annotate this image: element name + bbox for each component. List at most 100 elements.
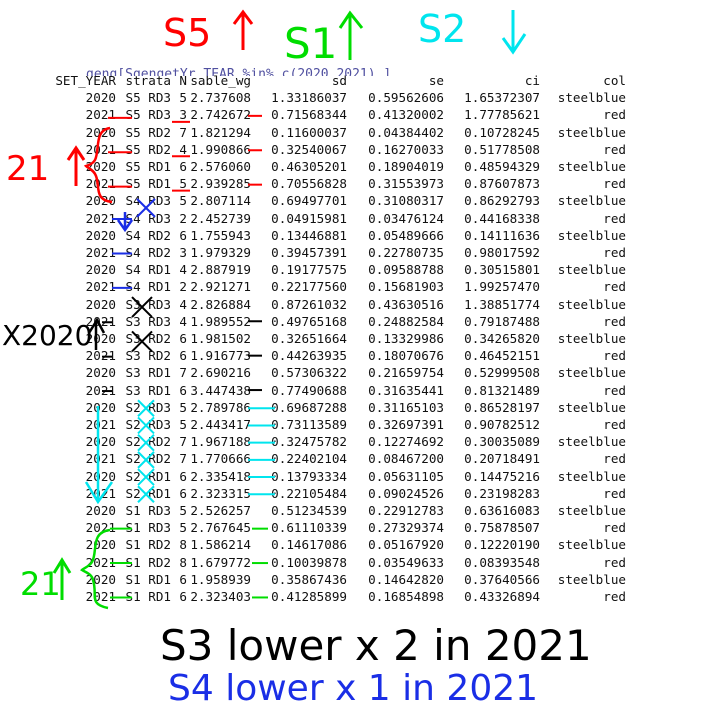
cell-ci: 0.86292793 (464, 193, 540, 209)
console-output: geng[SgengetYr_TEAR %in% c(2020,2021),] … (0, 68, 713, 605)
table-row: 2021 S3 RD3 4 1.989552 0.49765168 0.24882584 0… (0, 313, 626, 330)
cell-strata: S5 RD1 (125, 159, 172, 175)
cell-strata: S1 RD2 (125, 554, 172, 570)
cell-set-year: 2020 (85, 159, 116, 175)
cell-se: 0.43630516 (368, 296, 444, 312)
header-se: se (428, 73, 444, 88)
cell-sable-wg: 2.323403 (190, 589, 251, 605)
table-row: 2020 S3 RD3 4 2.826884 0.87261032 0.43630516 1… (0, 296, 626, 313)
table-row: 2021 S5 RD2 4 1.990866 0.32540067 0.16270033 0… (0, 141, 626, 158)
cell-se: 0.03476124 (368, 210, 444, 226)
cell-n: 5 (179, 193, 187, 209)
header-ci: ci (524, 73, 540, 88)
cell-se: 0.24882584 (368, 313, 444, 329)
cell-sd: 0.44263935 (271, 348, 347, 364)
cell-set-year: 2021 (85, 348, 116, 364)
cell-ci: 0.20718491 (464, 451, 540, 467)
cell-n: 6 (179, 382, 187, 398)
cell-ci: 0.14111636 (464, 227, 540, 243)
cell-se: 0.31165103 (368, 399, 444, 415)
cell-sable-wg: 2.443417 (190, 417, 251, 433)
cell-se: 0.59562606 (368, 90, 444, 106)
cell-col: steelblue (557, 227, 626, 243)
cell-col: steelblue (557, 331, 626, 347)
table-row: 2020 S2 RD2 7 1.967188 0.32475782 0.12274692 0… (0, 433, 626, 450)
cell-sd: 1.33186037 (271, 90, 347, 106)
annotation-s5-up: S5 (163, 9, 254, 55)
cell-sable-wg: 1.979329 (190, 245, 251, 261)
cell-se: 0.18070676 (368, 348, 444, 364)
arrow-up-icon (338, 10, 364, 60)
cell-set-year: 2021 (85, 279, 116, 295)
cell-sable-wg: 3.447438 (190, 382, 251, 398)
cell-ci: 0.46452151 (464, 348, 540, 364)
cell-se: 0.05489666 (368, 227, 444, 243)
cell-col: red (603, 417, 626, 433)
table-row: 2021 S5 RD1 5 2.939285 0.70556828 0.31553973 0… (0, 175, 626, 192)
cell-ci: 0.51778508 (464, 141, 540, 157)
annotation-s1-up: S1 (284, 10, 364, 68)
cell-strata: S4 RD1 (125, 279, 172, 295)
cell-sd: 0.61110339 (271, 520, 347, 536)
cell-sable-wg: 2.576060 (190, 159, 251, 175)
cell-n: 6 (179, 159, 187, 175)
cell-set-year: 2021 (85, 485, 116, 501)
cell-col: steelblue (557, 90, 626, 106)
cell-col: steelblue (557, 365, 626, 381)
table-row: 2020 S1 RD1 6 1.958939 0.35867436 0.14642820 0… (0, 571, 626, 588)
cell-sable-wg: 2.335418 (190, 468, 251, 484)
cell-sable-wg: 2.921271 (190, 279, 251, 295)
cell-sd: 0.10039878 (271, 554, 347, 570)
cell-sd: 0.69497701 (271, 193, 347, 209)
cell-ci: 1.38851774 (464, 296, 540, 312)
cell-n: 6 (179, 485, 187, 501)
cell-sable-wg: 2.737608 (190, 90, 251, 106)
cell-col: red (603, 279, 626, 295)
cell-se: 0.31080317 (368, 193, 444, 209)
cell-col: steelblue (557, 296, 626, 312)
cell-col: red (603, 313, 626, 329)
table-row: 2021 S3 RD2 6 1.916773 0.44263935 0.18070676 0… (0, 347, 626, 364)
cell-set-year: 2021 (85, 245, 116, 261)
header-set-year: SET_YEAR (55, 73, 116, 88)
cell-sable-wg: 2.690216 (190, 365, 251, 381)
cell-ci: 0.12220190 (464, 537, 540, 553)
table-row: 2021 S4 RD3 2 2.452739 0.04915981 0.03476124 0… (0, 210, 626, 227)
cell-ci: 0.87607873 (464, 176, 540, 192)
cell-strata: S2 RD1 (125, 485, 172, 501)
cell-n: 6 (179, 589, 187, 605)
cell-n: 7 (179, 434, 187, 450)
annotation-s5-label: S5 (163, 11, 211, 55)
cell-n: 2 (179, 279, 187, 295)
cell-ci: 1.65372307 (464, 90, 540, 106)
cell-set-year: 2020 (85, 434, 116, 450)
cell-ci: 0.75878507 (464, 520, 540, 536)
cell-se: 0.27329374 (368, 520, 444, 536)
cell-n: 3 (179, 107, 187, 123)
cell-n: 7 (179, 451, 187, 467)
cell-set-year: 2020 (85, 124, 116, 140)
cell-col: steelblue (557, 571, 626, 587)
cell-sd: 0.19177575 (271, 262, 347, 278)
table-header-row: SET_YEAR strata N sable_wg sd se ci col (0, 72, 626, 89)
cell-ci: 0.08393548 (464, 554, 540, 570)
data-table: SET_YEAR strata N sable_wg sd se ci col … (0, 72, 626, 605)
cell-sable-wg: 2.767645 (190, 520, 251, 536)
cell-strata: S3 RD1 (125, 365, 172, 381)
cell-strata: S5 RD2 (125, 124, 172, 140)
cell-se: 0.22780735 (368, 245, 444, 261)
cell-strata: S3 RD2 (125, 348, 172, 364)
cell-sd: 0.70556828 (271, 176, 347, 192)
cell-n: 8 (179, 554, 187, 570)
cell-sd: 0.13793334 (271, 468, 347, 484)
cell-ci: 0.37640566 (464, 571, 540, 587)
cell-strata: S1 RD3 (125, 503, 172, 519)
cell-ci: 0.98017592 (464, 245, 540, 261)
cell-se: 0.03549633 (368, 554, 444, 570)
cell-set-year: 2021 (85, 382, 116, 398)
cell-set-year: 2021 (85, 451, 116, 467)
cell-ci: 0.44168338 (464, 210, 540, 226)
cell-ci: 0.10728245 (464, 124, 540, 140)
cell-sd: 0.73113589 (271, 417, 347, 433)
cell-strata: S3 RD3 (125, 313, 172, 329)
